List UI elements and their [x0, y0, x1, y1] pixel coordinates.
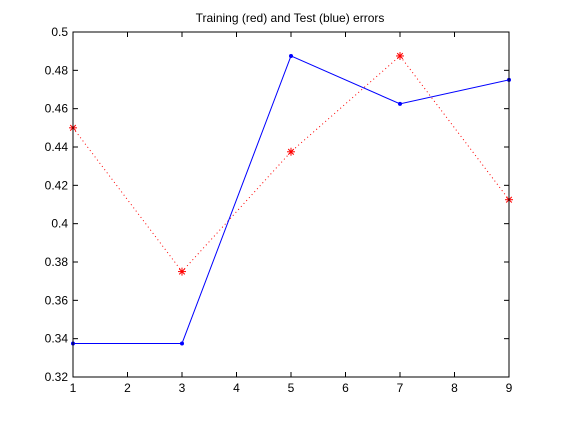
- y-tick-label: 0.36: [45, 293, 69, 307]
- x-tick-label: 6: [342, 381, 349, 395]
- x-tick-label: 9: [506, 381, 513, 395]
- series-1-point: [398, 101, 402, 106]
- x-axis: 1 2 3 4 5 6 7 8 9: [70, 32, 513, 395]
- series-0-point: [396, 51, 404, 60]
- y-tick-label: 0.4: [51, 217, 68, 231]
- y-tick-label: 0.48: [45, 63, 69, 77]
- series-1-point: [180, 341, 184, 346]
- x-tick-label: 2: [124, 381, 131, 395]
- plot-area: [73, 32, 509, 377]
- y-tick-label: 0.38: [45, 255, 69, 269]
- asterisk-stroke: [287, 148, 295, 155]
- series-0-point: [287, 147, 295, 156]
- x-tick-label: 3: [179, 381, 186, 395]
- chart-title: Training (red) and Test (blue) errors: [196, 11, 385, 25]
- series-0-line: [72, 55, 510, 273]
- y-tick-label: 0.42: [45, 178, 69, 192]
- y-tick-label: 0.32: [45, 370, 69, 384]
- x-tick-label: 1: [70, 381, 77, 395]
- x-tick-label: 4: [233, 381, 240, 395]
- asterisk-stroke: [178, 268, 186, 275]
- x-tick-label: 8: [451, 381, 458, 395]
- x-tick-label: 5: [288, 381, 295, 395]
- y-tick-label: 0.34: [45, 332, 69, 346]
- y-tick-label: 0.5: [51, 25, 68, 39]
- y-tick-label: 0.46: [45, 102, 69, 116]
- asterisk-stroke: [396, 52, 404, 60]
- series-1-point: [289, 53, 293, 58]
- series-0-point: [178, 267, 186, 276]
- x-tick-label: 7: [397, 381, 404, 395]
- plot-frame: [72, 31, 510, 378]
- y-tick-label: 0.44: [45, 140, 69, 154]
